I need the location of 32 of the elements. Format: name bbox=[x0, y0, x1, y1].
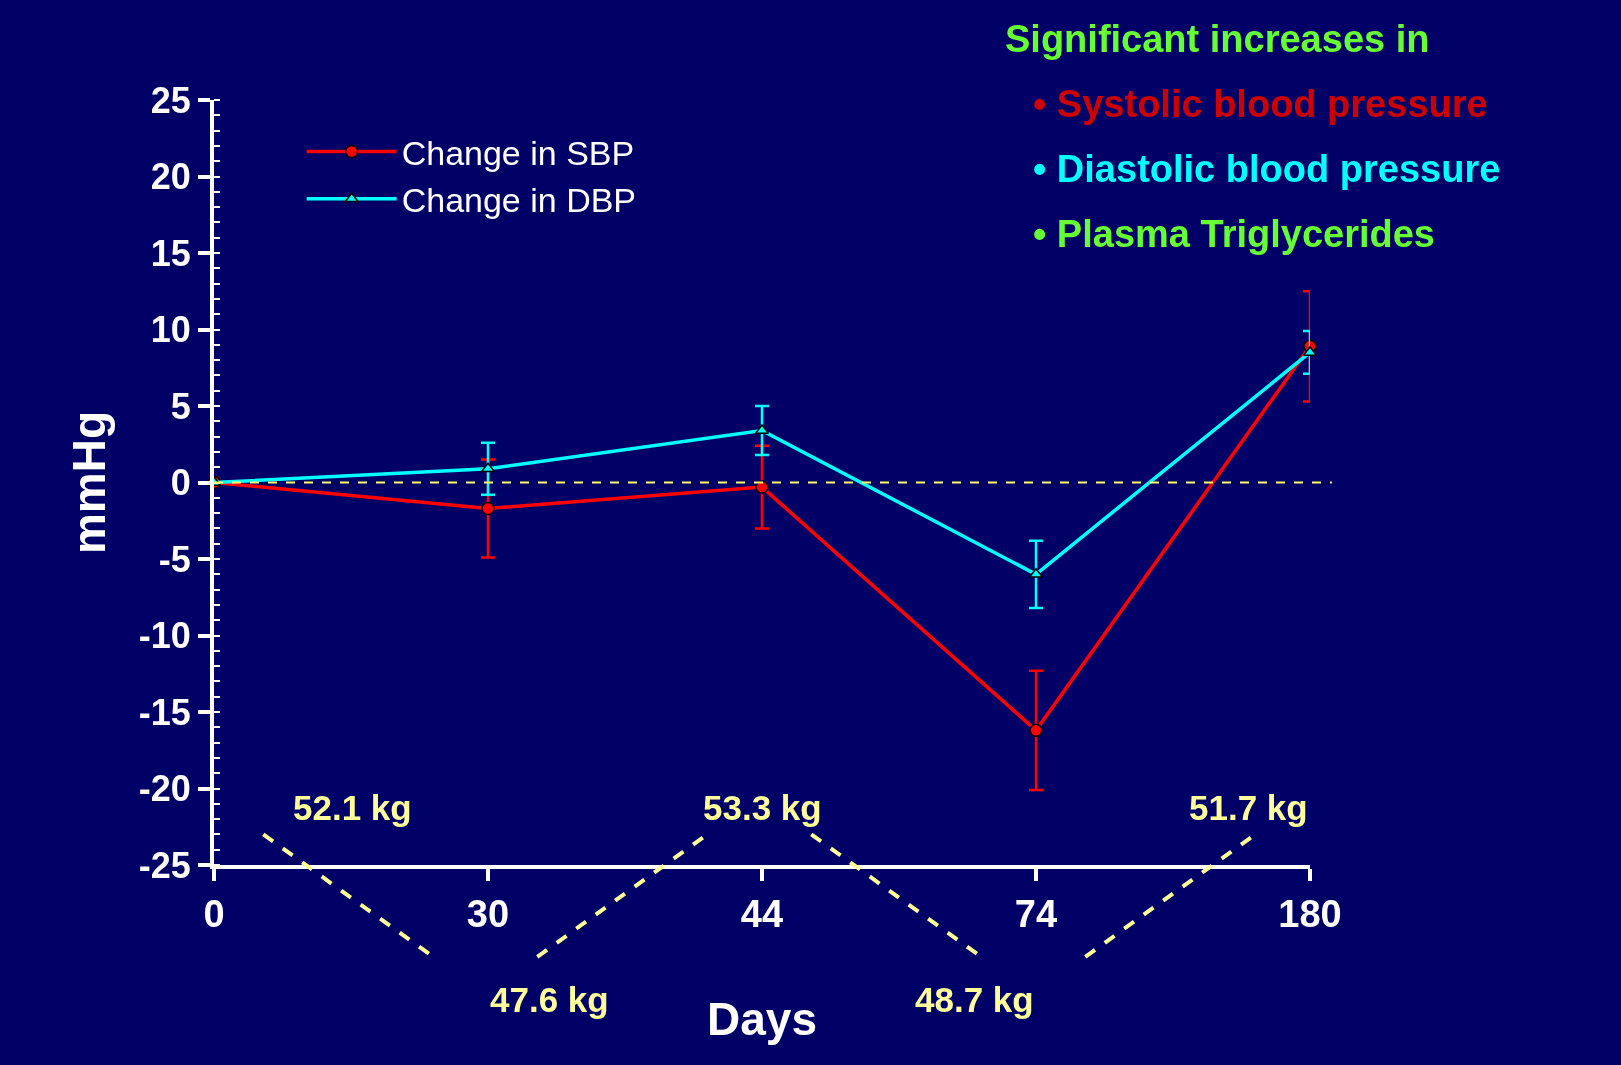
legend-label: Change in SBP bbox=[401, 133, 635, 172]
x-tick-label: 44 bbox=[740, 892, 784, 935]
y-tick-label: -10 bbox=[138, 615, 191, 657]
annotation: • Systolic blood pressure bbox=[1033, 83, 1488, 125]
legend-label: Change in DBP bbox=[401, 181, 637, 220]
y-tick-label: 10 bbox=[150, 309, 191, 351]
point bbox=[1029, 723, 1043, 738]
x-tick-label: 180 bbox=[1278, 892, 1342, 935]
y-tick-label: 25 bbox=[150, 79, 191, 121]
annotation: 52.1 kg bbox=[293, 788, 412, 827]
y-axis-title: mmHg bbox=[62, 410, 115, 555]
y-tick-label: 5 bbox=[170, 385, 191, 427]
point bbox=[755, 480, 769, 494]
x-tick-label: 30 bbox=[466, 892, 510, 935]
y-tick-label: -25 bbox=[138, 844, 191, 886]
point bbox=[481, 501, 495, 516]
annotation: • Diastolic blood pressure bbox=[1033, 148, 1501, 190]
annotation: 53.3 kg bbox=[703, 788, 822, 827]
text: Significant increases in bbox=[1005, 18, 1430, 60]
x-axis-title: Days bbox=[707, 992, 817, 1045]
x-tick-label: 0 bbox=[203, 892, 225, 935]
annotation: 51.7 kg bbox=[1189, 788, 1308, 827]
y-tick-label: -5 bbox=[158, 538, 191, 580]
y-tick-label: -15 bbox=[138, 691, 191, 733]
x-tick-label: 74 bbox=[1014, 892, 1058, 935]
text: 47.6 kg bbox=[490, 980, 609, 1019]
y-tick-label: 15 bbox=[150, 232, 191, 274]
y-tick-label: 20 bbox=[150, 156, 191, 198]
y-tick-label: 0 bbox=[170, 462, 191, 504]
text: 48.7 kg bbox=[915, 980, 1034, 1019]
annotation: • Plasma Triglycerides bbox=[1033, 213, 1435, 255]
y-tick-label: -20 bbox=[138, 768, 191, 810]
